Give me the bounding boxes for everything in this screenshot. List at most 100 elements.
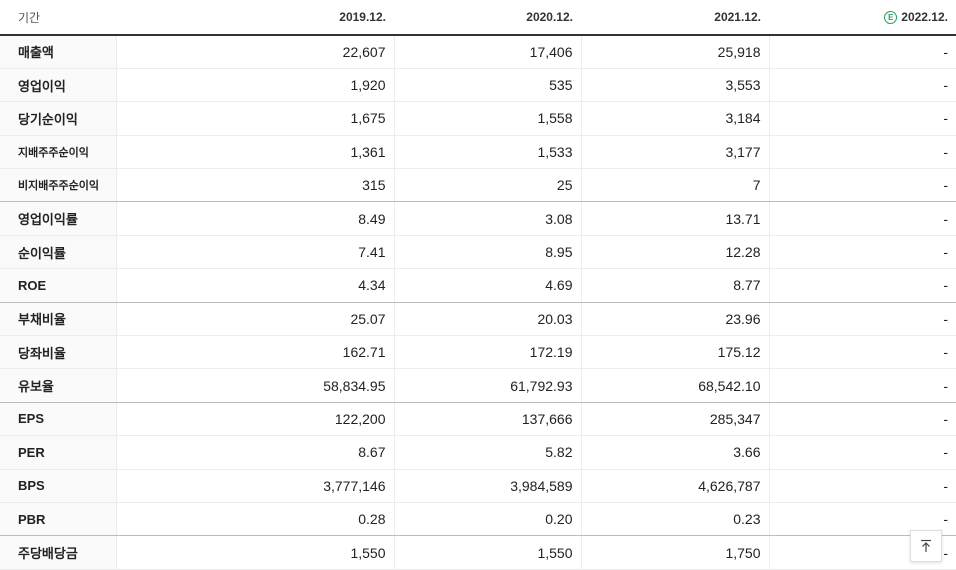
cell-value: 58,834.95 bbox=[115, 368, 394, 403]
cell-value: 23.96 bbox=[580, 302, 769, 337]
table-row: 부채비율 25.07 20.03 23.96- bbox=[0, 302, 956, 337]
cell-value: 162.71 bbox=[115, 335, 394, 370]
cell-value: 8.95 bbox=[393, 235, 581, 270]
row-label: PER bbox=[0, 435, 116, 470]
header-period-label: 기간 bbox=[0, 0, 116, 36]
table-row: 당기순이익 1,675 1,558 3,184- bbox=[0, 101, 956, 136]
cell-value: 8.49 bbox=[115, 201, 394, 236]
cell-value: 1,533 bbox=[393, 135, 581, 170]
row-label: 순이익률 bbox=[0, 235, 116, 270]
row-label: 영업이익 bbox=[0, 68, 116, 103]
cell-value: 175.12 bbox=[580, 335, 769, 370]
cell-value: 137,666 bbox=[393, 402, 581, 437]
cell-value: 1,550 bbox=[115, 535, 394, 570]
cell-value: - bbox=[768, 368, 956, 403]
table-row: 영업이익 1,920 535 3,553- bbox=[0, 68, 956, 103]
cell-value: 61,792.93 bbox=[393, 368, 581, 403]
row-label: 유보율 bbox=[0, 368, 116, 403]
cell-value: 3,184 bbox=[580, 101, 769, 136]
cell-value: 13.71 bbox=[580, 201, 769, 236]
row-label: BPS bbox=[0, 469, 116, 503]
scroll-to-top-button[interactable] bbox=[910, 530, 942, 562]
table-row: PBR 0.28 0.20 0.23- bbox=[0, 502, 956, 537]
row-label: PBR bbox=[0, 502, 116, 537]
arrow-up-to-line-icon bbox=[921, 539, 931, 552]
cell-value: 3.08 bbox=[393, 201, 581, 236]
table-row: 주당배당금 1,550 1,550 1,750- bbox=[0, 535, 956, 570]
cell-value: - bbox=[768, 101, 956, 136]
row-label: 매출액 bbox=[0, 35, 116, 69]
cell-value: 3,777,146 bbox=[115, 469, 394, 503]
cell-value: - bbox=[768, 235, 956, 270]
cell-value: 1,361 bbox=[115, 135, 394, 170]
cell-value: 4.69 bbox=[393, 268, 581, 303]
table-row: 유보율 58,834.95 61,792.93 68,542.10- bbox=[0, 368, 956, 403]
row-label: 당기순이익 bbox=[0, 101, 116, 136]
cell-value: 25.07 bbox=[115, 302, 394, 337]
cell-value: 3,984,589 bbox=[393, 469, 581, 503]
table-row: 영업이익률 8.49 3.08 13.71- bbox=[0, 201, 956, 236]
cell-value: - bbox=[768, 135, 956, 170]
table-row: 매출액 22,607 17,406 25,918- bbox=[0, 35, 956, 69]
cell-value: 7 bbox=[580, 168, 769, 203]
cell-value: - bbox=[768, 469, 956, 503]
row-label: ROE bbox=[0, 268, 116, 303]
table-row: 비지배주주순이익 315 25 7- bbox=[0, 168, 956, 203]
cell-value: 0.20 bbox=[393, 502, 581, 537]
cell-value: 1,675 bbox=[115, 101, 394, 136]
cell-value: - bbox=[768, 68, 956, 103]
cell-value: 3,553 bbox=[580, 68, 769, 103]
cell-value: 20.03 bbox=[393, 302, 581, 337]
table-row: 지배주주순이익 1,361 1,533 3,177- bbox=[0, 135, 956, 170]
cell-value: 8.77 bbox=[580, 268, 769, 303]
cell-value: 3.66 bbox=[580, 435, 769, 470]
cell-value: - bbox=[768, 201, 956, 236]
row-label: 주당배당금 bbox=[0, 535, 116, 570]
cell-value: - bbox=[768, 168, 956, 203]
cell-value: 0.28 bbox=[115, 502, 394, 537]
table-row: 당좌비율 162.71 172.19 175.12- bbox=[0, 335, 956, 370]
table-row: PER 8.67 5.82 3.66- bbox=[0, 435, 956, 470]
table-row: ROE 4.34 4.69 8.77- bbox=[0, 268, 956, 303]
header-period-2022-label: 2022.12. bbox=[901, 10, 948, 24]
table-row: 순이익률 7.41 8.95 12.28- bbox=[0, 235, 956, 270]
cell-value: 25 bbox=[393, 168, 581, 203]
row-label: 지배주주순이익 bbox=[0, 135, 116, 170]
cell-value: - bbox=[768, 35, 956, 69]
cell-value: 4.34 bbox=[115, 268, 394, 303]
table-row: BPS 3,777,146 3,984,589 4,626,787- bbox=[0, 469, 956, 503]
cell-value: 68,542.10 bbox=[580, 368, 769, 403]
cell-value: 172.19 bbox=[393, 335, 581, 370]
table-header-row: 기간 2019.12. 2020.12. 2021.12. E 2022.12. bbox=[0, 0, 956, 36]
cell-value: 285,347 bbox=[580, 402, 769, 437]
cell-value: 1,550 bbox=[393, 535, 581, 570]
header-period-2021: 2021.12. bbox=[581, 0, 769, 36]
cell-value: 535 bbox=[393, 68, 581, 103]
table-row: EPS 122,200 137,666 285,347- bbox=[0, 402, 956, 437]
cell-value: 12.28 bbox=[580, 235, 769, 270]
row-label: EPS bbox=[0, 402, 116, 437]
cell-value: - bbox=[768, 302, 956, 337]
cell-value: 25,918 bbox=[580, 35, 769, 69]
row-label: 영업이익률 bbox=[0, 201, 116, 236]
cell-value: - bbox=[768, 435, 956, 470]
row-label: 부채비율 bbox=[0, 302, 116, 337]
cell-value: 1,558 bbox=[393, 101, 581, 136]
header-period-2022: E 2022.12. bbox=[769, 0, 956, 36]
cell-value: - bbox=[768, 402, 956, 437]
cell-value: 3,177 bbox=[580, 135, 769, 170]
estimate-badge-icon: E bbox=[884, 11, 898, 24]
cell-value: 8.67 bbox=[115, 435, 394, 470]
header-period-2019: 2019.12. bbox=[116, 0, 394, 36]
header-period-2020: 2020.12. bbox=[394, 0, 581, 36]
cell-value: - bbox=[768, 335, 956, 370]
cell-value: 1,920 bbox=[115, 68, 394, 103]
row-label: 당좌비율 bbox=[0, 335, 116, 370]
cell-value: 0.23 bbox=[580, 502, 769, 537]
cell-value: 17,406 bbox=[393, 35, 581, 69]
cell-value: 5.82 bbox=[393, 435, 581, 470]
cell-value: 7.41 bbox=[115, 235, 394, 270]
cell-value: - bbox=[768, 268, 956, 303]
cell-value: 1,750 bbox=[580, 535, 769, 570]
